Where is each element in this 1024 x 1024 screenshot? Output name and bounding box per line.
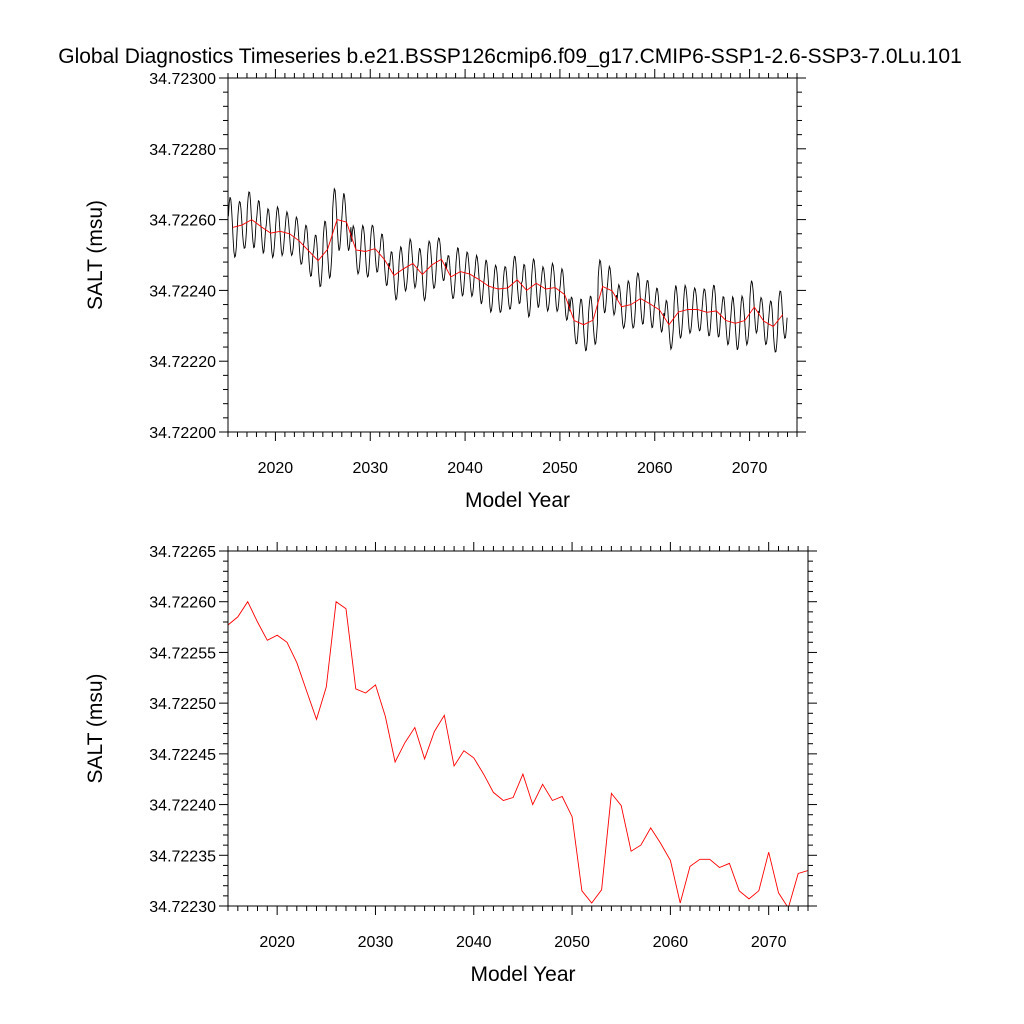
annual-mean-line-0 [232,219,784,328]
bottom-annual-panel: 2020 2030 2040 2050 2060 2070 34.72230 34.72235… [84,542,817,986]
y-tick-label: 34.72250 [149,696,216,713]
y-tick-label: 34.72255 [149,645,216,662]
y-tick-label: 34.72280 [149,142,216,159]
x-tick-label: 2030 [358,934,394,951]
x-tick-label: 2030 [352,460,388,477]
y-tick-label: 34.72245 [149,747,216,764]
x-tick-label: 2020 [258,460,294,477]
y-tick-label: 34.72300 [149,71,216,88]
y-tick-label: 34.72260 [149,213,216,230]
x-tick-label: 2070 [732,460,768,477]
y-axis-label: SALT (msu) [84,673,107,783]
y-tick-label: 34.72265 [149,544,216,561]
x-tick-label: 2060 [637,460,673,477]
plot-frame [227,550,809,907]
top-timeseries-panel: 2020 2030 2040 2050 2060 2070 34.72200 34.72220… [84,69,806,512]
y-tick-label: 34.72230 [149,899,216,916]
plot-frame [227,77,798,433]
monthly-series-line-0 [228,187,788,353]
y-tick-label: 34.72220 [149,354,216,371]
x-tick-label: 2020 [259,934,295,951]
x-axis-label: Model Year [470,963,575,986]
y-tick-label: 34.72240 [149,798,216,815]
y-axis-label: SALT (msu) [84,200,107,310]
x-tick-label: 2050 [554,934,590,951]
y-tick-label: 34.72235 [149,848,216,865]
y-tick-label: 34.72200 [149,425,216,442]
x-tick-label: 2040 [456,934,492,951]
x-tick-label: 2050 [542,460,578,477]
x-tick-label: 2060 [653,934,689,951]
x-tick-label: 2070 [751,934,787,951]
figure-title: Global Diagnostics Timeseries b.e21.BSSP… [58,45,962,68]
x-axis-label: Model Year [465,489,570,512]
annual-mean-line-1 [228,600,808,906]
x-tick-label: 2040 [447,460,483,477]
y-tick-label: 34.72240 [149,283,216,300]
y-tick-label: 34.72260 [149,595,216,612]
